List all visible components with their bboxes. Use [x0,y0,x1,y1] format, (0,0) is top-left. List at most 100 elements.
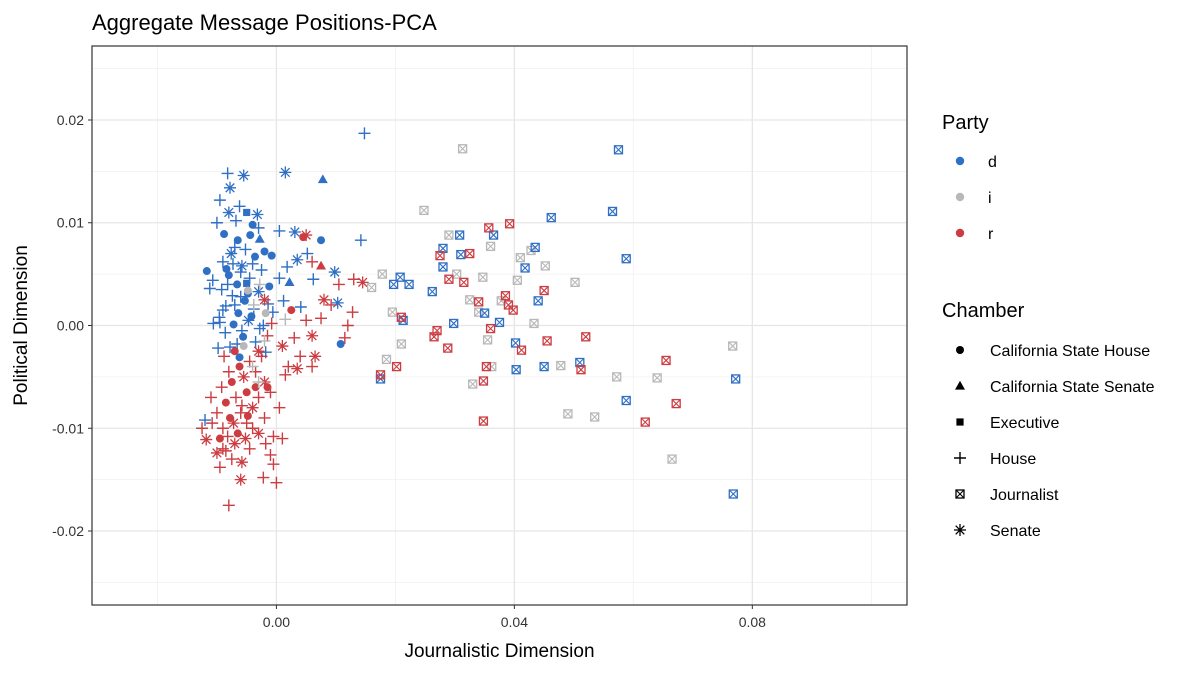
data-point [454,230,465,240]
legend-chamber-label: Journalist [990,487,1059,504]
data-point [239,432,252,445]
legend-party-item: d [955,154,997,171]
data-point [287,306,296,315]
data-point [235,362,244,371]
data-point [484,223,494,233]
data-point [346,306,359,319]
data-point [257,471,270,484]
data-point [494,317,505,328]
data-point [306,360,319,373]
data-point [212,342,225,355]
data-point [354,234,367,247]
data-point [556,360,566,371]
x-tick-label: 0.04 [501,614,528,630]
legend-party-item: r [955,226,994,243]
legend-party-label: r [988,226,994,243]
legend-chamber-key [955,380,965,390]
chart-title: Aggregate Message Positions-PCA [92,10,437,35]
data-point [728,341,738,351]
data-point [279,368,292,381]
data-point [276,432,289,445]
data-point [224,271,233,280]
data-point [235,456,248,469]
data-point [316,260,327,270]
data-point [377,269,387,279]
data-point [196,422,209,435]
data-point [246,231,255,240]
y-axis-title: Political Dimension [11,245,32,406]
data-point [613,145,624,155]
data-point [375,370,386,380]
data-point [485,241,496,252]
data-point [222,206,235,219]
data-point [226,289,239,302]
data-point [251,208,264,221]
data-point [581,332,591,342]
data-point [325,298,338,311]
data-point [249,335,262,348]
data-point [240,296,249,305]
data-point [224,341,237,354]
data-point [282,360,295,373]
data-point [255,350,268,363]
data-point [294,301,307,314]
data-point [315,312,328,325]
data-point [429,332,439,342]
data-point [234,406,247,419]
data-point [288,331,301,344]
data-point [248,220,257,229]
data-point [474,297,484,307]
data-point [481,361,492,372]
data-point [539,285,549,296]
data-point [235,399,248,412]
data-point [520,263,530,273]
data-point [200,433,213,446]
legend-party-item: i [955,190,992,207]
y-tick-label: -0.02 [52,523,84,539]
data-point [228,298,241,311]
data-point [254,233,265,243]
data-point [243,279,251,287]
data-point [267,251,276,260]
data-point [229,214,242,227]
data-point [281,260,294,273]
legend-chamber-key [956,346,964,354]
data-point [224,181,237,194]
data-point [387,307,398,317]
data-point [607,206,618,217]
data-point [267,458,280,471]
data-point [255,264,268,277]
data-point [219,326,232,339]
data-point [237,169,250,182]
data-point [443,343,453,353]
data-point [366,282,377,293]
data-point [332,278,345,291]
legend-party-key [955,192,965,202]
data-point [233,280,242,289]
legend-chamber-item: Senate [954,523,1041,540]
data-point [235,353,244,362]
data-point [252,285,265,298]
data-point [396,339,406,349]
data-point [234,309,243,318]
data-point [213,461,226,474]
data-point [225,453,238,466]
legend-party: Party d i r [942,112,997,243]
legend-chamber-item: Executive [956,415,1059,432]
data-point [213,316,226,329]
data-point [468,379,478,389]
data-point [264,448,277,461]
x-axis-title: Journalistic Dimension [404,641,594,662]
data-point [233,200,246,213]
data-point [331,296,344,309]
data-point [511,365,521,375]
legend-chamber-key [954,452,966,464]
data-point [252,427,265,440]
y-tick-label: 0.01 [57,215,84,231]
data-point [512,275,522,285]
data-point [239,332,248,341]
data-point [478,376,489,386]
data-point [621,395,631,406]
data-point [301,247,314,260]
